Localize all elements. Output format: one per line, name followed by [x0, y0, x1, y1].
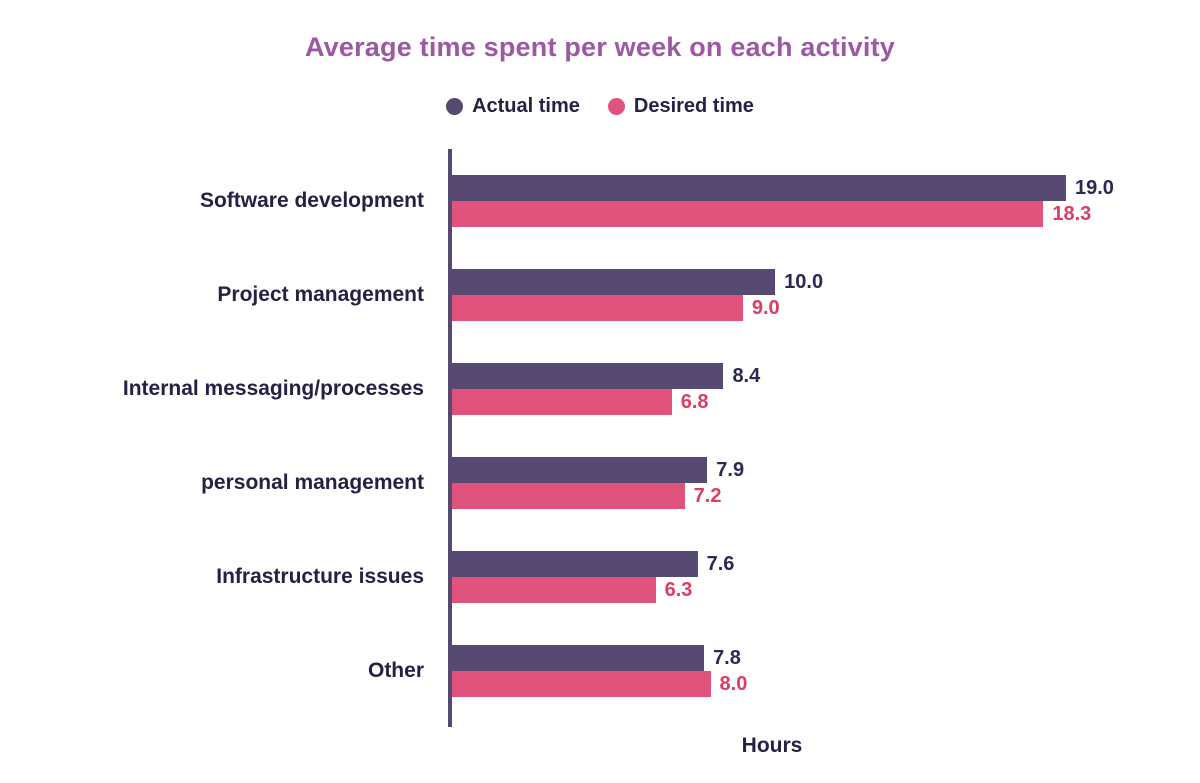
desired-bar	[452, 201, 1044, 227]
actual-bar	[452, 645, 705, 671]
bar-group: 7.6 6.3	[448, 551, 1200, 603]
actual-bar	[452, 269, 776, 295]
actual-bar	[452, 457, 708, 483]
chart-row: personal management 7.9 7.2	[0, 457, 1200, 551]
actual-bar-line: 7.9	[452, 457, 1200, 483]
actual-bar	[452, 175, 1066, 201]
chart-container: Average time spent per week on each acti…	[0, 32, 1200, 783]
desired-bar	[452, 483, 685, 509]
actual-bar-line: 7.6	[452, 551, 1200, 577]
desired-value-label: 6.8	[680, 390, 709, 413]
y-axis-line	[448, 149, 452, 727]
desired-bar-line: 9.0	[452, 295, 1200, 321]
legend-dot-desired-icon	[607, 98, 625, 115]
actual-bar-line: 7.8	[452, 645, 1200, 671]
actual-value-label: 7.9	[716, 458, 745, 481]
actual-bar	[452, 551, 698, 577]
actual-value-label: 7.8	[713, 646, 741, 669]
category-label: Infrastructure issues	[216, 565, 424, 588]
actual-bar-line: 19.0	[452, 175, 1200, 201]
category-label: Software development	[199, 189, 424, 212]
category-label: Other	[367, 659, 424, 682]
desired-bar-line: 6.3	[452, 577, 1200, 603]
chart-row: Infrastructure issues 7.6 6.3	[0, 551, 1200, 645]
desired-bar	[452, 577, 656, 603]
legend-label-desired: Desired time	[633, 95, 754, 117]
actual-value-label: 10.0	[784, 270, 824, 293]
chart-row: Software development 19.0 18.3	[0, 175, 1200, 269]
actual-value-label: 19.0	[1075, 176, 1114, 199]
bar-group: 7.8 8.0	[448, 645, 1200, 697]
legend: Actual time Desired time	[0, 95, 1200, 118]
category-label: Internal messaging/processes	[122, 377, 424, 400]
desired-bar-line: 18.3	[452, 201, 1200, 227]
plot-rows: Software development 19.0 18.3 Project mana…	[0, 149, 1200, 739]
chart-row: Project management 10.0 9.0	[0, 269, 1200, 363]
desired-bar	[452, 295, 743, 321]
bar-group: 8.4 6.8	[448, 363, 1200, 415]
desired-bar-line: 7.2	[452, 483, 1200, 509]
desired-value-label: 8.0	[719, 672, 748, 695]
desired-value-label: 18.3	[1052, 202, 1092, 225]
actual-bar-line: 10.0	[452, 269, 1200, 295]
actual-value-label: 8.4	[732, 364, 761, 387]
legend-dot-actual-icon	[446, 98, 464, 115]
plot-area: Software development 19.0 18.3 Project mana…	[0, 149, 1200, 727]
actual-value-label: 7.6	[706, 552, 735, 575]
bar-group: 19.0 18.3	[448, 175, 1200, 227]
legend-item-actual: Actual time	[446, 95, 580, 118]
desired-bar-line: 8.0	[452, 671, 1200, 697]
bar-group: 7.9 7.2	[448, 457, 1200, 509]
chart-title: Average time spent per week on each acti…	[304, 32, 896, 62]
legend-label-actual: Actual time	[472, 95, 580, 117]
actual-bar	[452, 363, 724, 389]
category-label: personal management	[201, 471, 424, 494]
desired-value-label: 7.2	[693, 484, 722, 507]
desired-bar-line: 6.8	[452, 389, 1200, 415]
desired-bar	[452, 389, 672, 415]
legend-item-desired: Desired time	[607, 95, 754, 118]
desired-bar	[452, 671, 711, 697]
actual-bar-line: 8.4	[452, 363, 1200, 389]
bar-group: 10.0 9.0	[448, 269, 1200, 321]
category-label: Project management	[217, 283, 424, 306]
desired-value-label: 6.3	[664, 578, 693, 601]
chart-row: Internal messaging/processes 8.4 6.8	[0, 363, 1200, 457]
x-axis-label: Hours	[741, 734, 803, 757]
chart-row: Other 7.8 8.0	[0, 645, 1200, 739]
desired-value-label: 9.0	[751, 296, 780, 319]
